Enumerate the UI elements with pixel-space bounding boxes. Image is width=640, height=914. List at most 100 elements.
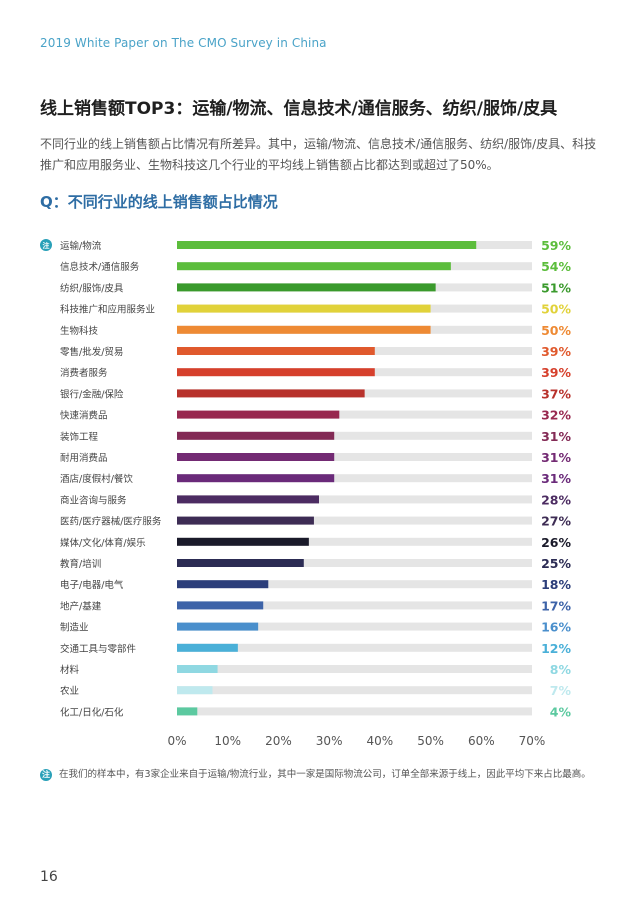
value-label: 32% — [541, 408, 571, 423]
bar-track — [177, 580, 532, 589]
bar-track — [177, 474, 532, 483]
bar — [177, 516, 314, 525]
value-label: 12% — [541, 641, 571, 656]
category-label: 地产/基建 — [60, 600, 102, 612]
value-label: 25% — [541, 556, 571, 571]
category-label: 科技推广和应用服务业 — [60, 304, 155, 316]
report-header: 2019 White Paper on The CMO Survey in Ch… — [40, 36, 327, 50]
category-label: 化工/日化/石化 — [60, 706, 124, 718]
bar — [177, 622, 259, 631]
bar-track — [177, 559, 532, 567]
category-label: 交通工具与零部件 — [60, 643, 137, 655]
category-label: 酒店/度假村/餐饮 — [60, 473, 133, 485]
category-label: 教育/培训 — [60, 558, 101, 570]
x-tick-label: 40% — [367, 734, 394, 748]
bar-track — [177, 453, 532, 461]
value-label: 31% — [541, 429, 571, 444]
category-label: 医药/医疗器械/医疗服务 — [60, 516, 162, 528]
footnote-text: 在我们的样本中，有3家企业来自于运输/物流行业，其中一家是国际物流公司，订单全部… — [59, 769, 591, 780]
bar — [177, 453, 335, 461]
bar — [177, 410, 340, 419]
bar — [177, 325, 431, 334]
category-label: 零售/批发/贸易 — [60, 346, 123, 358]
category-label: 电子/电器/电气 — [60, 579, 124, 591]
bar — [177, 495, 319, 504]
bar — [177, 283, 436, 292]
category-label: 信息技术/通信服务 — [60, 261, 140, 273]
value-label: 31% — [541, 471, 571, 486]
page-number: 16 — [40, 869, 58, 885]
bar — [177, 601, 264, 610]
bar — [177, 262, 451, 271]
value-label: 26% — [541, 535, 571, 550]
bar — [177, 665, 218, 673]
page-title: 线上销售额TOP3：运输/物流、信息技术/通信服务、纺织/服饰/皮具 — [40, 99, 558, 119]
industry-online-sales-chart: 运输/物流 59% 信息技术/通信服务 54% 纺织/服饰/皮具 51% 科技推广和应用服务… — [40, 238, 572, 748]
category-label: 耐用消费品 — [60, 452, 108, 464]
value-label: 39% — [541, 344, 571, 359]
note-icon — [40, 239, 52, 251]
bar-track — [177, 431, 532, 440]
x-tick-label: 20% — [265, 734, 292, 748]
description-paragraph: 不同行业的线上销售额占比情况有所差异。其中，运输/物流、信息技术/通信服务、纺织… — [40, 137, 597, 172]
x-tick-label: 10% — [214, 734, 241, 748]
x-tick-label: 0% — [167, 734, 186, 748]
bar-track — [177, 516, 532, 525]
bar-track — [177, 601, 532, 610]
bar — [177, 474, 335, 483]
category-label: 纺织/服饰/皮具 — [60, 282, 124, 294]
bar-track — [177, 665, 532, 673]
value-label: 18% — [541, 577, 571, 592]
category-label: 装饰工程 — [60, 431, 99, 443]
value-label: 17% — [541, 598, 571, 613]
category-label: 制造业 — [60, 622, 89, 634]
x-tick-label: 50% — [417, 734, 444, 748]
bar-track — [177, 686, 532, 695]
value-label: 37% — [541, 386, 571, 401]
category-label: 生物科技 — [60, 325, 99, 337]
category-label: 消费者服务 — [60, 367, 108, 379]
category-label: 商业咨询与服务 — [60, 494, 127, 506]
category-label: 快速消费品 — [60, 410, 108, 422]
value-label: 4% — [550, 704, 572, 719]
bar — [177, 559, 304, 567]
x-tick-label: 30% — [316, 734, 343, 748]
category-label: 农业 — [60, 685, 79, 697]
value-label: 8% — [550, 662, 572, 677]
value-label: 39% — [541, 365, 571, 380]
category-label: 材料 — [60, 664, 80, 676]
value-label: 16% — [541, 620, 571, 635]
bar — [177, 389, 365, 398]
x-tick-label: 70% — [519, 734, 546, 748]
bar — [177, 707, 198, 716]
category-label: 媒体/文化/体育/娱乐 — [60, 537, 146, 549]
value-label: 28% — [541, 492, 571, 507]
bar-track — [177, 495, 532, 504]
category-label: 运输/物流 — [60, 240, 102, 252]
note-icon-label: 注 — [43, 241, 50, 250]
chart-question: Q：不同行业的线上销售额占比情况 — [40, 193, 278, 211]
bar — [177, 431, 335, 440]
bar-track — [177, 537, 532, 546]
bar-track — [177, 707, 532, 716]
value-label: 50% — [541, 302, 571, 317]
bar — [177, 643, 238, 652]
bar-track — [177, 643, 532, 652]
bar — [177, 304, 431, 313]
bar — [177, 347, 375, 355]
bar — [177, 368, 375, 377]
category-label: 银行/金融/保险 — [60, 388, 124, 400]
bar — [177, 241, 477, 249]
value-label: 27% — [541, 514, 571, 529]
value-label: 51% — [541, 280, 571, 295]
note-icon: 注 — [40, 768, 52, 781]
value-label: 31% — [541, 450, 571, 465]
value-label: 59% — [541, 238, 571, 253]
footnote: 注 在我们的样本中，有3家企业来自于运输/物流行业，其中一家是国际物流公司，订单… — [40, 766, 591, 781]
bar-track — [177, 622, 532, 631]
bar — [177, 537, 309, 546]
value-label: 7% — [550, 683, 572, 698]
bar-track — [177, 410, 532, 419]
x-tick-label: 60% — [468, 734, 495, 748]
bar — [177, 686, 213, 695]
